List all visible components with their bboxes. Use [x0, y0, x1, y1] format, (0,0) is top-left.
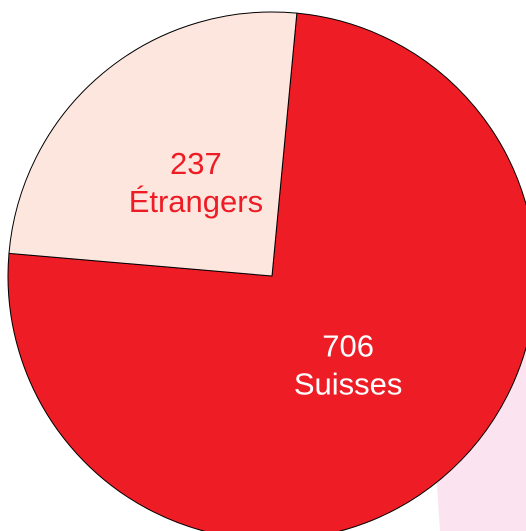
slice-category-label: Suisses — [294, 366, 403, 401]
pie-slice — [7, 12, 526, 531]
slice-category-label: Étrangers — [129, 184, 263, 219]
pie-slice — [8, 11, 298, 277]
slice-value-label: 706 — [322, 328, 374, 363]
slice-value-label: 237 — [170, 146, 222, 181]
